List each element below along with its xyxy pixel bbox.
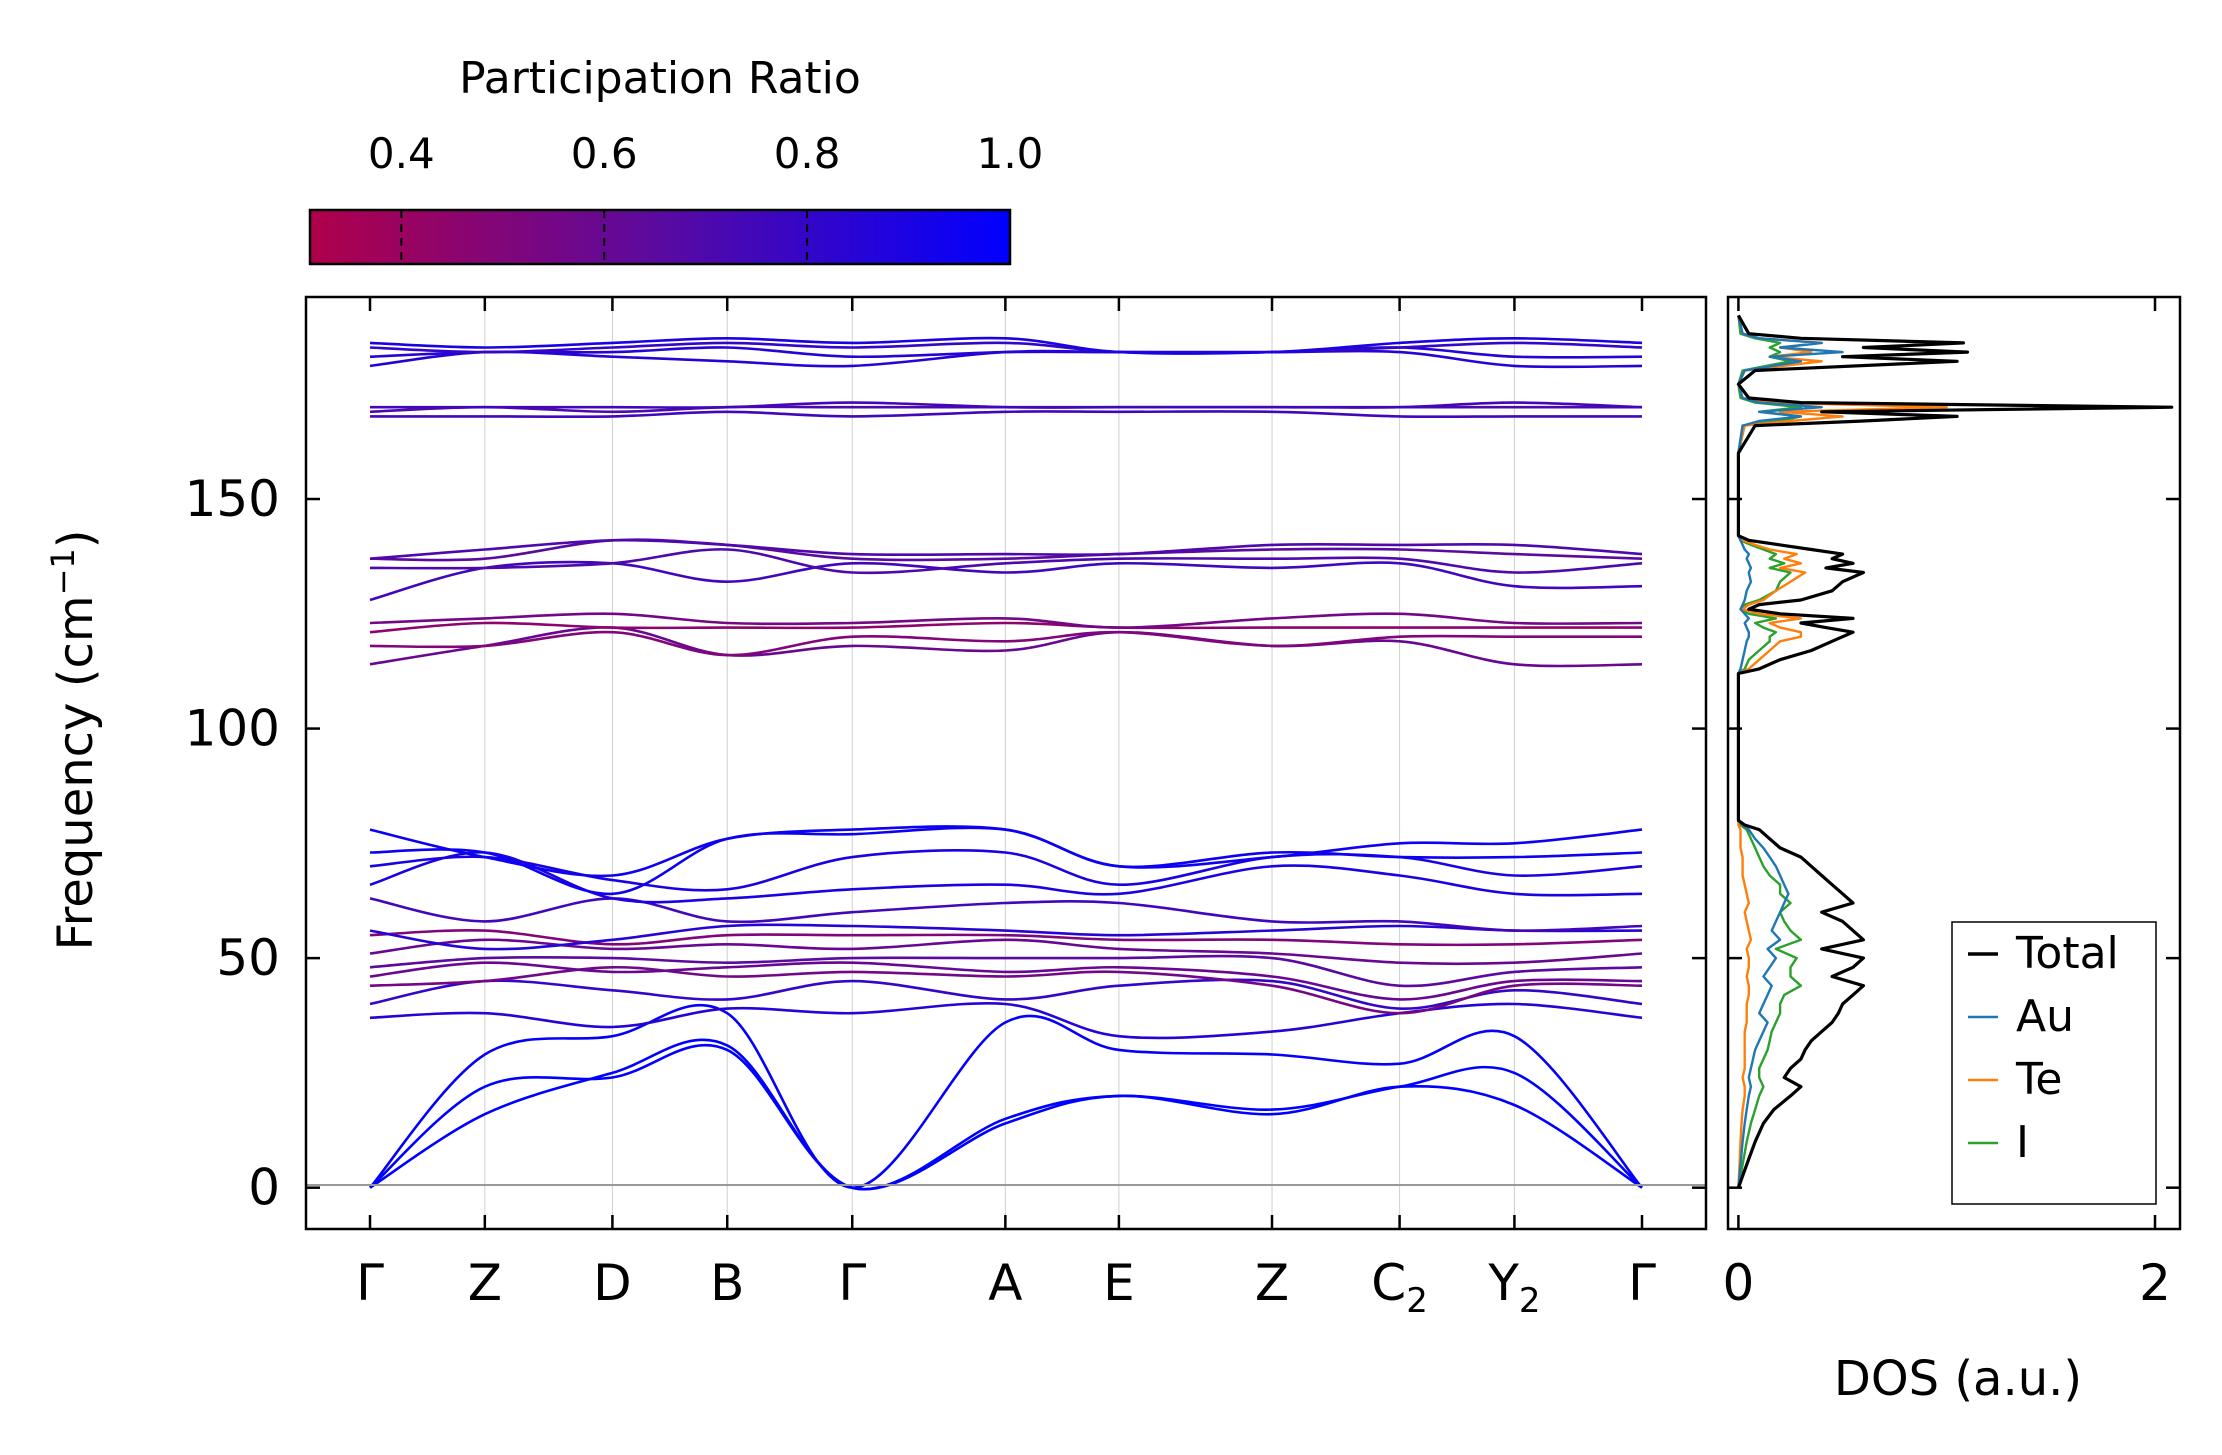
dos-series-i <box>1737 315 1803 1188</box>
kpoint-label: Z <box>468 1254 502 1312</box>
legend-label: Au <box>2016 991 2074 1042</box>
colorbar-gradient <box>308 208 1012 266</box>
phonon-band <box>369 897 1643 932</box>
colorbar: Participation Ratio 0.4 0.6 0.8 1.0 <box>308 53 1043 266</box>
band-structure-panel: 0 50 100 150 Γ Z D B Γ A E Z C2 Y2 Γ Frequency (cm−1) <box>44 295 1708 1321</box>
kpoint-label: D <box>593 1254 632 1312</box>
kpoint-label: A <box>988 1254 1022 1312</box>
dos-series-total <box>1736 314 2174 1189</box>
phonon-band <box>369 401 1643 409</box>
phonon-band <box>369 929 1643 947</box>
dos-axis-label: DOS (a.u.) <box>1834 1351 2082 1407</box>
phonon-band <box>369 1001 1643 1040</box>
phonon-band <box>369 538 1643 560</box>
colorbar-tick-label: 0.8 <box>774 129 841 178</box>
frequency-tick-label: 100 <box>185 700 280 758</box>
phonon-band <box>369 954 1643 988</box>
kpoint-label: Y2 <box>1487 1254 1540 1321</box>
frequency-ticks: 0 50 100 150 <box>185 470 1706 1217</box>
frequency-tick-label: 150 <box>185 470 280 528</box>
colorbar-ticks: 0.4 0.6 0.8 1.0 <box>368 129 1043 264</box>
dos-axes-frame <box>1726 295 2182 1231</box>
kpoint-label: E <box>1103 1254 1135 1312</box>
kpoint-label: Γ <box>1628 1254 1656 1312</box>
frequency-tick-label: 0 <box>248 1159 280 1217</box>
kpoint-label: Γ <box>356 1254 384 1312</box>
kpoint-label: Z <box>1255 1254 1289 1312</box>
band-lines <box>369 336 1643 1191</box>
dos-series-au <box>1737 315 1844 1188</box>
colorbar-tick-label: 0.6 <box>571 129 638 178</box>
dos-tick-label: 2 <box>2139 1254 2171 1312</box>
kpoint-label: Γ <box>838 1254 866 1312</box>
phonon-band <box>369 1043 1643 1191</box>
phonon-band <box>369 961 1643 1001</box>
colorbar-label: Participation Ratio <box>459 53 861 104</box>
phonon-band <box>369 851 1643 904</box>
phonon-band <box>369 938 1643 966</box>
phonon-band <box>369 626 1643 668</box>
dos-series-te <box>1737 315 1948 1188</box>
phonon-band <box>369 336 1643 355</box>
phonon-band <box>369 538 1643 562</box>
kpoint-label: C2 <box>1371 1254 1428 1321</box>
phonon-band <box>369 1003 1643 1190</box>
phonon-band <box>369 548 1643 575</box>
phonon-band <box>370 410 1642 419</box>
phonon-band <box>369 923 1643 951</box>
kpoint-labels: Γ Z D B Γ A E Z C2 Y2 Γ <box>356 1254 1656 1321</box>
phonon-band <box>369 621 1642 634</box>
kpoint-label: B <box>710 1254 744 1312</box>
frequency-axis-label: Frequency (cm−1) <box>44 529 104 950</box>
colorbar-tick-label: 1.0 <box>977 129 1044 178</box>
kpoint-ticks <box>368 297 1644 1229</box>
band-axes-frame <box>304 295 1708 1231</box>
phonon-band <box>369 612 1643 629</box>
phonon-band <box>369 560 1643 602</box>
legend-label: I <box>2016 1117 2029 1168</box>
dos-lines <box>1736 314 2174 1189</box>
phonon-band <box>369 346 1643 359</box>
phonon-band <box>369 341 1643 355</box>
legend-label: Te <box>2015 1054 2062 1105</box>
legend-label: Total <box>2015 928 2119 979</box>
dos-tick-label: 0 <box>1723 1254 1755 1312</box>
legend-frame <box>1951 921 2157 1205</box>
phonon-band <box>369 630 1642 657</box>
dos-legend: Total Au Te I <box>1951 921 2157 1205</box>
phonon-band <box>369 825 1643 878</box>
colorbar-tick-label: 0.4 <box>368 129 435 178</box>
phonon-band <box>369 1038 1643 1191</box>
frequency-tick-label: 50 <box>216 929 280 987</box>
phonon-band <box>369 978 1643 1010</box>
